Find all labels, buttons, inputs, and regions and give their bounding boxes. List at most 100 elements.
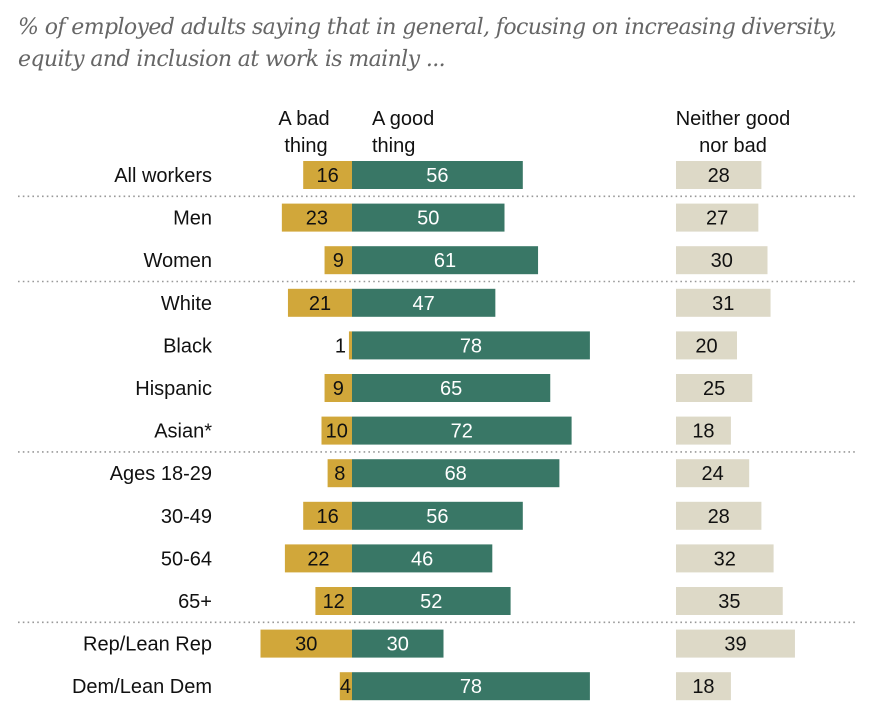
- value-label-good: 68: [445, 463, 467, 485]
- bar-good: [352, 587, 511, 615]
- value-label-good: 30: [387, 634, 409, 656]
- value-label-good: 56: [426, 165, 448, 187]
- category-label: White: [161, 293, 212, 315]
- bar-neither: [676, 161, 762, 189]
- value-label-bad: 10: [326, 421, 348, 443]
- value-label-neither: 31: [712, 293, 734, 315]
- value-label-bad: 23: [306, 208, 328, 230]
- category-label: Women: [143, 250, 212, 272]
- value-label-bad: 16: [316, 506, 338, 528]
- header-bad-line2: thing: [284, 135, 327, 157]
- category-label: Black: [163, 335, 213, 357]
- bar-bad: [303, 501, 352, 530]
- bar-neither: [676, 288, 771, 317]
- value-label-neither: 18: [692, 676, 714, 698]
- bar-good: [352, 161, 523, 189]
- chart-row: Rep/Lean Rep 30 30 39: [83, 629, 795, 658]
- value-label-good: 78: [460, 676, 482, 698]
- chart-row: Women 9 61 30: [143, 246, 768, 275]
- value-label-bad: 9: [333, 250, 344, 272]
- bar-bad: [327, 459, 352, 488]
- bar-neither: [676, 374, 753, 402]
- bar-neither: [676, 459, 750, 488]
- header-neither-line1: Neither good: [676, 108, 791, 130]
- value-label-bad: 30: [295, 634, 317, 656]
- chart-row: 30-49 16 56 28: [161, 501, 762, 530]
- bar-bad: [260, 629, 352, 658]
- value-label-bad: 12: [323, 591, 345, 613]
- value-label-neither: 30: [711, 250, 733, 272]
- value-label-neither: 18: [692, 421, 714, 443]
- value-label-good: 56: [426, 506, 448, 528]
- bar-good: [352, 544, 493, 573]
- value-label-good: 65: [440, 378, 462, 400]
- value-label-bad: 9: [333, 378, 344, 400]
- chart-row: 50-64 22 46 32: [161, 544, 774, 573]
- value-label-neither: 24: [701, 463, 723, 485]
- bar-bad: [324, 246, 352, 275]
- bar-neither: [676, 203, 759, 232]
- bar-neither: [676, 416, 731, 445]
- bar-good: [352, 629, 444, 658]
- header-good-line2: thing: [372, 135, 415, 157]
- value-label-neither: 20: [695, 335, 717, 357]
- value-label-good: 72: [451, 421, 473, 443]
- category-label: Ages 18-29: [110, 463, 212, 485]
- value-label-neither: 35: [718, 591, 740, 613]
- value-label-neither: 39: [724, 634, 746, 656]
- bar-bad: [303, 161, 352, 189]
- chart-rows: All workers 16 56 28 Men 23 50 27 Women 9 61 30 Whit…: [72, 161, 795, 701]
- bar-bad: [339, 672, 352, 701]
- bar-good: [352, 416, 572, 445]
- group-separators: [18, 195, 855, 624]
- category-label: 50-64: [161, 548, 212, 570]
- bar-neither: [676, 501, 762, 530]
- chart-row: 65+ 12 52 35: [178, 587, 783, 615]
- chart-row: White 21 47 31: [161, 288, 771, 317]
- value-label-neither: 27: [706, 208, 728, 230]
- value-label-bad: 4: [340, 676, 351, 698]
- bar-good: [352, 288, 496, 317]
- value-label-neither: 32: [714, 548, 736, 570]
- category-label: All workers: [114, 165, 212, 187]
- bar-good: [352, 459, 560, 488]
- bar-good: [352, 246, 539, 275]
- value-label-bad: 8: [334, 463, 345, 485]
- category-label: Dem/Lean Dem: [72, 676, 212, 698]
- value-label-good: 50: [417, 208, 439, 230]
- value-label-neither: 28: [708, 506, 730, 528]
- bar-bad: [287, 288, 352, 317]
- bar-bad: [281, 203, 352, 232]
- value-label-bad: 16: [316, 165, 338, 187]
- value-label-neither: 25: [703, 378, 725, 400]
- value-label-good: 47: [413, 293, 435, 315]
- value-label-good: 52: [420, 591, 442, 613]
- value-label-bad: 22: [307, 548, 329, 570]
- value-label-bad: 21: [309, 293, 331, 315]
- bar-bad: [324, 374, 352, 402]
- bar-bad: [348, 331, 352, 360]
- bar-good: [352, 203, 505, 232]
- column-header-bad: A bad thing: [278, 108, 329, 157]
- bar-good: [352, 501, 523, 530]
- bar-neither: [676, 544, 774, 573]
- value-label-good: 61: [434, 250, 456, 272]
- bar-neither: [676, 587, 783, 615]
- bar-good: [352, 331, 590, 360]
- chart-subtitle: % of employed adults saying that in gene…: [18, 15, 837, 72]
- chart-row: All workers 16 56 28: [114, 161, 762, 189]
- category-label: Asian*: [154, 421, 212, 443]
- chart-row: Hispanic 9 65 25: [135, 374, 753, 402]
- value-label-neither: 28: [708, 165, 730, 187]
- category-label: Rep/Lean Rep: [83, 634, 212, 656]
- header-bad-line1: A bad: [278, 108, 329, 130]
- bar-neither: [676, 246, 768, 275]
- value-label-good: 46: [411, 548, 433, 570]
- bar-bad: [321, 416, 352, 445]
- column-header-good: A good thing: [372, 108, 434, 157]
- bar-neither: [676, 672, 731, 701]
- category-label: 30-49: [161, 506, 212, 528]
- chart-row: Asian* 10 72 18: [154, 416, 731, 445]
- category-label: 65+: [178, 591, 212, 613]
